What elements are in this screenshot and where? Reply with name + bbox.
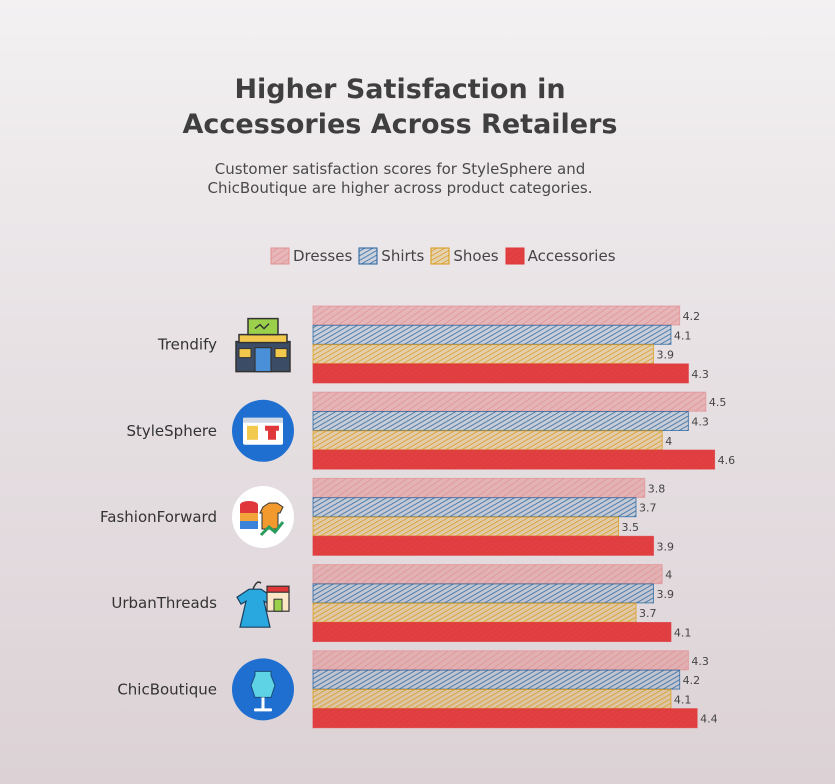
bar-shoes-urbanthreads <box>312 602 637 623</box>
category-label: FashionForward <box>100 508 217 526</box>
clothing-store-icon <box>236 581 290 628</box>
value-label: 4.1 <box>674 693 692 706</box>
value-label: 4 <box>665 435 672 448</box>
bar-shoes-trendify <box>312 344 654 365</box>
legend-item-accessories: Accessories <box>505 247 620 265</box>
bar-shoes-fashionforward <box>312 516 620 537</box>
bar-dresses-urbanthreads <box>312 564 663 585</box>
legend-item-dresses: Dresses <box>270 247 356 265</box>
value-label: 3.9 <box>656 588 674 601</box>
chart-legend: Dresses Shirts Shoes Accessories <box>270 244 622 268</box>
bar-shirts-urbanthreads <box>312 583 654 604</box>
bar-accessories-urbanthreads <box>312 622 672 642</box>
legend-label: Accessories <box>527 247 616 265</box>
legend-item-shoes: Shoes <box>430 247 502 265</box>
category-label: ChicBoutique <box>117 680 217 698</box>
category-label: UrbanThreads <box>111 594 217 612</box>
value-label: 4.6 <box>718 454 736 467</box>
bar-dresses-fashionforward <box>312 477 646 498</box>
bar-dresses-trendify <box>312 305 681 326</box>
bar-shirts-fashionforward <box>312 497 637 518</box>
bar-dresses-chicboutique <box>312 650 689 671</box>
legend-label: Shoes <box>453 247 499 265</box>
legend-swatch-dresses <box>270 247 290 265</box>
legend-swatch-shoes <box>430 247 450 265</box>
value-label: 4.1 <box>674 627 692 640</box>
subtitle-line-1: Customer satisfaction scores for StyleSp… <box>214 160 586 178</box>
legend-label: Shirts <box>381 247 425 265</box>
bar-shoes-chicboutique <box>312 688 672 709</box>
chart-subtitle: Customer satisfaction scores for StyleSp… <box>0 160 800 198</box>
bar-accessories-chicboutique <box>312 708 698 729</box>
mannequin-icon <box>232 658 294 721</box>
bar-shirts-stylesphere <box>312 411 689 431</box>
value-label: 3.7 <box>639 607 657 620</box>
bar-shoes-stylesphere <box>312 430 663 451</box>
bar-shirts-trendify <box>312 324 672 345</box>
category-label: StyleSphere <box>126 422 217 440</box>
value-label: 3.9 <box>656 540 674 553</box>
bar-shirts-chicboutique <box>312 669 681 690</box>
online-shop-icon <box>232 399 294 462</box>
subtitle-line-2: ChicBoutique are higher across product c… <box>207 179 593 197</box>
value-label: 3.9 <box>656 349 674 362</box>
value-label: 4.3 <box>691 416 709 429</box>
value-label: 3.5 <box>622 521 640 534</box>
value-label: 4.3 <box>691 655 709 668</box>
value-label: 4.3 <box>691 368 709 381</box>
legend-label: Dresses <box>293 247 353 265</box>
legend-item-shirts: Shirts <box>358 247 428 265</box>
category-label: Trendify <box>157 336 217 354</box>
bar-accessories-trendify <box>312 363 689 384</box>
value-label: 4.2 <box>683 674 701 687</box>
storefront-icon <box>235 317 291 373</box>
value-label: 3.8 <box>648 482 666 495</box>
bar-accessories-fashionforward <box>312 535 654 556</box>
bar-dresses-stylesphere <box>312 391 707 412</box>
chart-title: Higher Satisfaction in Accessories Acros… <box>0 72 800 142</box>
legend-swatch-accessories <box>505 247 525 265</box>
bar-accessories-stylesphere <box>312 449 716 470</box>
fashion-analytics-icon <box>232 486 294 548</box>
title-line-2: Accessories Across Retailers <box>182 109 618 140</box>
title-line-1: Higher Satisfaction in <box>234 74 566 105</box>
value-label: 3.7 <box>639 502 657 515</box>
value-label: 4.4 <box>700 713 718 726</box>
legend-swatch-shirts <box>358 247 378 265</box>
value-label: 4 <box>665 569 672 582</box>
value-label: 4.1 <box>674 329 692 342</box>
value-label: 4.5 <box>709 396 727 409</box>
value-label: 4.2 <box>683 310 701 323</box>
